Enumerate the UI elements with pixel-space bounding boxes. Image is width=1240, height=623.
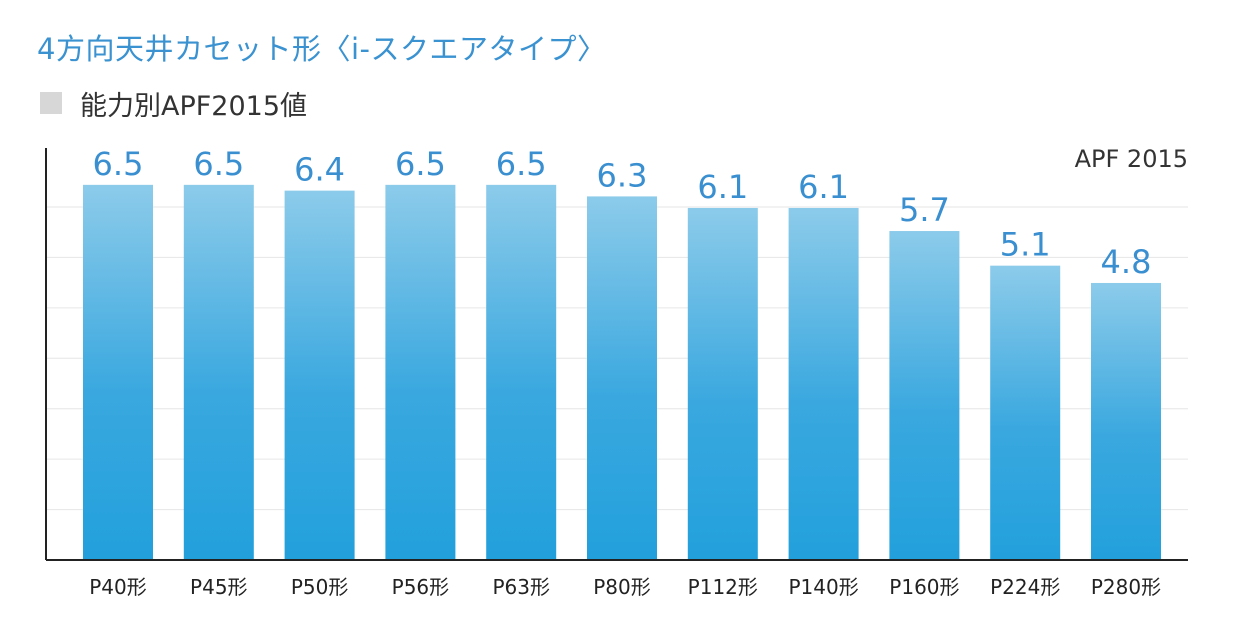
chart-title: 4方向天井カセット形〈i-スクエアタイプ〉 [37, 32, 607, 66]
bar [1091, 282, 1161, 560]
x-tick-label: P45形 [190, 575, 248, 599]
bar [486, 184, 557, 560]
bar [587, 196, 657, 560]
value-label: 6.5 [93, 145, 144, 183]
bar [284, 190, 355, 560]
bar [183, 184, 254, 560]
value-label: 6.5 [193, 145, 244, 183]
bar [889, 231, 960, 560]
x-tick-label: P224形 [990, 575, 1060, 599]
x-tick-label: P160形 [889, 575, 959, 599]
bar [385, 184, 456, 560]
bar [788, 207, 859, 560]
x-tick-label: P112形 [688, 575, 758, 599]
bar [83, 184, 153, 560]
axes [45, 148, 1188, 561]
legend-label: 能力別APF2015値 [80, 90, 307, 122]
value-label: 5.7 [899, 191, 950, 229]
unit-label: APF 2015 [1075, 145, 1188, 173]
legend: 能力別APF2015値 [40, 88, 307, 122]
bar [687, 207, 758, 560]
value-label: 5.1 [1000, 226, 1051, 264]
x-tick-label: P63形 [492, 575, 550, 599]
x-tick-label: P140形 [788, 575, 858, 599]
x-tick-label: P80形 [593, 575, 651, 599]
value-label: 6.1 [697, 168, 748, 206]
bars: 6.5 P40形 6.5 P45形 6.4 P50形 6.5 P56形 6.5 P63形 6.3 P8… [83, 145, 1161, 599]
value-label: 6.3 [597, 156, 648, 194]
x-tick-label: P280形 [1091, 575, 1161, 599]
value-label: 6.4 [294, 151, 345, 189]
legend-swatch [40, 92, 62, 114]
x-tick-label: P50形 [291, 575, 349, 599]
value-label: 4.8 [1101, 243, 1152, 281]
value-label: 6.5 [496, 145, 547, 183]
x-tick-label: P40形 [89, 575, 147, 599]
x-tick-label: P56形 [392, 575, 450, 599]
value-label: 6.5 [395, 145, 446, 183]
bar [990, 265, 1061, 560]
value-label: 6.1 [798, 168, 849, 206]
